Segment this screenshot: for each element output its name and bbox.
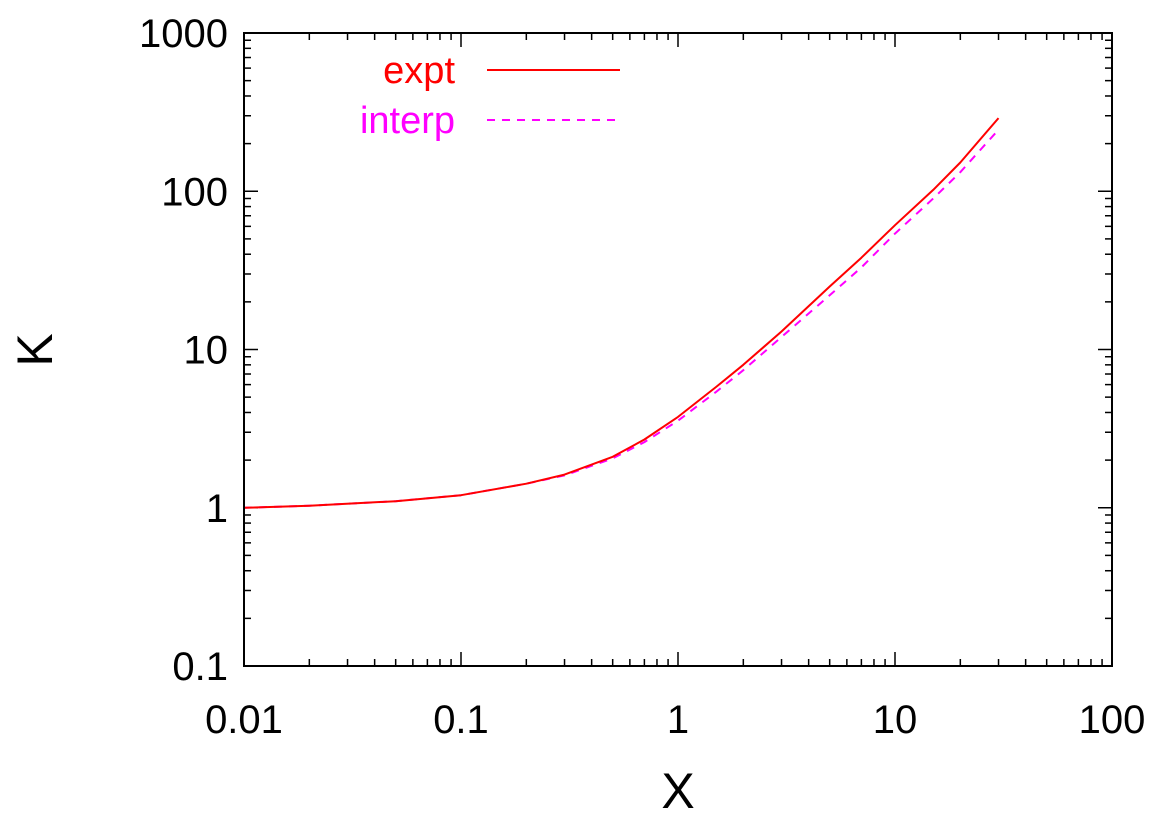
y-tick-label: 1000	[139, 12, 228, 56]
y-tick-label: 10	[184, 329, 229, 373]
series-layer	[243, 117, 1000, 509]
legend-label-interp: interp	[360, 100, 455, 142]
x-axis-title: X	[661, 763, 694, 816]
y-tick-label: 1	[206, 487, 228, 531]
y-tick-label: 100	[161, 170, 228, 214]
y-tick-label: 0.1	[172, 645, 228, 689]
x-tick-label: 100	[1079, 698, 1146, 742]
series-line-expt	[243, 117, 1000, 509]
legend-label-expt: expt	[383, 50, 455, 92]
x-tick-label: 0.01	[205, 698, 283, 742]
y-axis-title: K	[7, 333, 63, 366]
x-tick-label: 10	[873, 698, 918, 742]
tick-labels: 0.01 0.1 1 10 100 0.1 1 10 100 1000	[139, 12, 1145, 742]
x-tick-label: 0.1	[433, 698, 489, 742]
plot-frame	[243, 32, 1113, 667]
x-tick-label: 1	[667, 698, 689, 742]
legend: expt interp	[360, 50, 620, 142]
